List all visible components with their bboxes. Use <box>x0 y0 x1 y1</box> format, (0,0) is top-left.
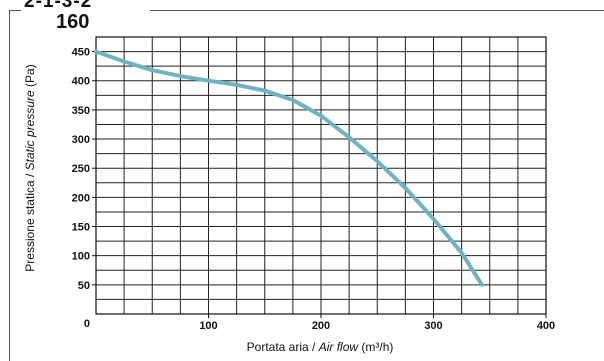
x-tick-label: 300 <box>424 320 442 332</box>
y-tick-label: 400 <box>72 76 90 88</box>
y-tick-label: 100 <box>72 251 90 263</box>
chart-title: 160 <box>56 11 90 33</box>
x-axis-ticks: 100 200 300 400 <box>199 320 555 332</box>
fan-curve-line <box>94 49 484 287</box>
y-tick-label: 50 <box>78 280 90 292</box>
panel-border-top-right <box>150 10 604 11</box>
panel-border-left <box>9 10 10 361</box>
x-tick-label: 400 <box>537 320 555 332</box>
panel-border-top-left <box>9 10 21 11</box>
grid <box>96 37 546 314</box>
plot-area-border <box>92 36 547 318</box>
y-tick-label: 350 <box>72 105 90 117</box>
series-layer <box>94 49 484 287</box>
x-tick-label: 100 <box>199 320 217 332</box>
section-header-partial: 2-1-3-2 <box>24 0 93 12</box>
y-tick-label: 250 <box>72 163 90 175</box>
y-tick-label: 200 <box>72 192 90 204</box>
y-tick-label: 0 <box>84 318 90 330</box>
y-axis-ticks: 450 400 350 300 250 200 150 100 50 0 <box>72 47 90 330</box>
x-axis-label: Portata aria / Air flow (m³/h) <box>247 340 394 354</box>
x-tick-label: 200 <box>312 320 330 332</box>
y-axis-label: Pressione statica / Static pressure (Pa) <box>23 64 37 271</box>
y-tick-label: 150 <box>72 222 90 234</box>
y-tick-label: 450 <box>72 47 90 59</box>
y-tick-label: 300 <box>72 134 90 146</box>
